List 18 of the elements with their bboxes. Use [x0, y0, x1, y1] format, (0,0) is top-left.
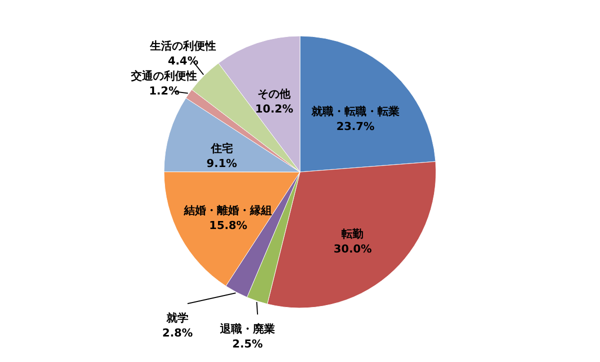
slice-label: 就職・転職・転業: [310, 105, 400, 118]
data-label: 9.1%: [206, 156, 238, 170]
data-label: 30.0%: [334, 242, 372, 256]
slice-label: 就学: [166, 312, 189, 325]
data-label: 10.2%: [255, 102, 294, 116]
slice-label: 住宅: [210, 142, 233, 155]
slice-label: 生活の利便性: [149, 40, 216, 53]
slice-label: 結婚・離婚・縁組: [183, 204, 272, 217]
slice-label: 退職・廃業: [219, 322, 276, 336]
slice-label: 交通の利便性: [130, 70, 198, 83]
slice-label: その他: [258, 88, 292, 101]
data-label: 1.2%: [148, 84, 180, 98]
data-label: 15.8%: [209, 218, 248, 232]
data-label: 2.5%: [232, 338, 263, 350]
data-label: 2.8%: [162, 326, 193, 340]
data-label: 4.4%: [168, 54, 198, 68]
slice-label: 転勤: [340, 227, 364, 240]
data-label: 23.7%: [336, 120, 375, 134]
